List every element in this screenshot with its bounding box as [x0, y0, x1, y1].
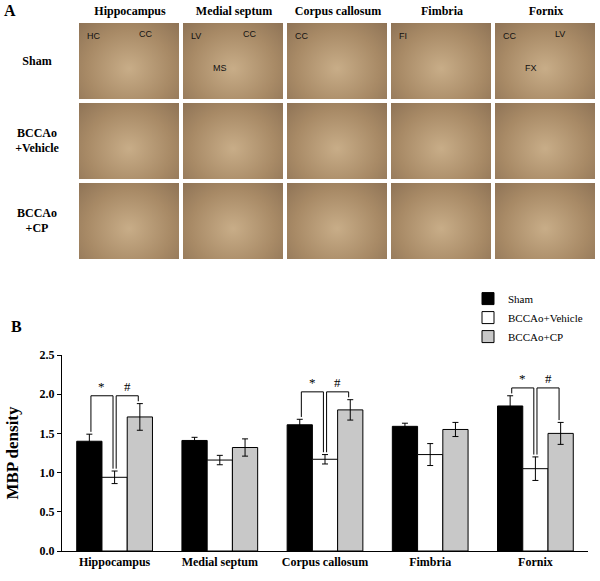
svg-text:1.0: 1.0	[40, 466, 55, 480]
html-text:CC: CC	[295, 31, 308, 41]
html-text:BCCAo: BCCAo	[17, 126, 57, 140]
html-text:A: A	[4, 2, 16, 19]
svg-text:#: #	[124, 379, 131, 394]
svg-text:Sham: Sham	[508, 293, 534, 305]
html-text:HC: HC	[87, 31, 100, 41]
html-text:CC: CC	[243, 29, 256, 39]
svg-text:#: #	[334, 375, 341, 390]
html-text:Hippocampus: Hippocampus	[94, 4, 166, 18]
html-text:LV: LV	[555, 29, 566, 39]
html-text:CC: CC	[503, 31, 516, 41]
svg-text:Fornix: Fornix	[518, 555, 553, 569]
svg-text:BCCAo+CP: BCCAo+CP	[508, 331, 563, 343]
html-text:Sham: Sham	[22, 54, 52, 68]
svg-text:Fimbria: Fimbria	[409, 555, 451, 569]
svg-text:*: *	[309, 375, 316, 390]
html-text:LV: LV	[191, 31, 202, 41]
html-text:Fornix: Fornix	[528, 4, 564, 18]
svg-text:Corpus callosum: Corpus callosum	[282, 555, 368, 569]
svg-text:Medial septum: Medial septum	[182, 555, 258, 569]
svg-text:#: #	[545, 371, 552, 386]
html-text:CC: CC	[139, 29, 152, 39]
svg-text:0.5: 0.5	[40, 505, 55, 519]
svg-text:BCCAo+Vehicle: BCCAo+Vehicle	[508, 312, 583, 324]
svg-text:B: B	[11, 318, 22, 335]
svg-text:*: *	[519, 371, 526, 386]
svg-text:1.5: 1.5	[40, 427, 55, 441]
svg-text:*: *	[98, 379, 105, 394]
svg-text:MBP density: MBP density	[3, 406, 22, 500]
html-text:MS: MS	[213, 63, 227, 73]
html-text:FX: FX	[525, 63, 537, 73]
html-text:+Vehicle: +Vehicle	[15, 141, 59, 155]
svg-text:0.0: 0.0	[40, 544, 55, 558]
html-text:Corpus callosum: Corpus callosum	[294, 4, 382, 18]
html-text:BCCAo: BCCAo	[17, 206, 57, 220]
svg-text:2.5: 2.5	[40, 348, 55, 362]
html-text:FI: FI	[399, 31, 407, 41]
html-text:+CP: +CP	[25, 221, 49, 235]
svg-text:Hippocampus: Hippocampus	[79, 555, 151, 569]
html-text:Medial septum: Medial septum	[195, 4, 273, 18]
html-text:Fimbria: Fimbria	[421, 4, 463, 18]
svg-text:2.0: 2.0	[40, 387, 55, 401]
